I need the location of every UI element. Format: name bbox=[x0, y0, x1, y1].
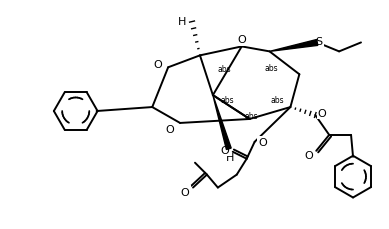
Text: H: H bbox=[226, 152, 234, 162]
Text: O: O bbox=[166, 124, 175, 134]
Text: abs: abs bbox=[221, 95, 235, 104]
Text: O: O bbox=[258, 137, 267, 147]
Polygon shape bbox=[213, 96, 231, 150]
Text: O: O bbox=[154, 60, 163, 70]
Text: S: S bbox=[316, 37, 323, 47]
Text: abs: abs bbox=[265, 63, 279, 72]
Text: O: O bbox=[237, 35, 246, 45]
Text: abs: abs bbox=[271, 95, 284, 104]
Text: H: H bbox=[178, 16, 186, 27]
Text: O: O bbox=[180, 187, 189, 197]
Text: O: O bbox=[318, 109, 327, 118]
Polygon shape bbox=[270, 40, 318, 52]
Text: abs: abs bbox=[217, 65, 231, 74]
Text: abs: abs bbox=[245, 112, 258, 121]
Text: O: O bbox=[304, 150, 313, 160]
Text: O: O bbox=[221, 145, 229, 155]
